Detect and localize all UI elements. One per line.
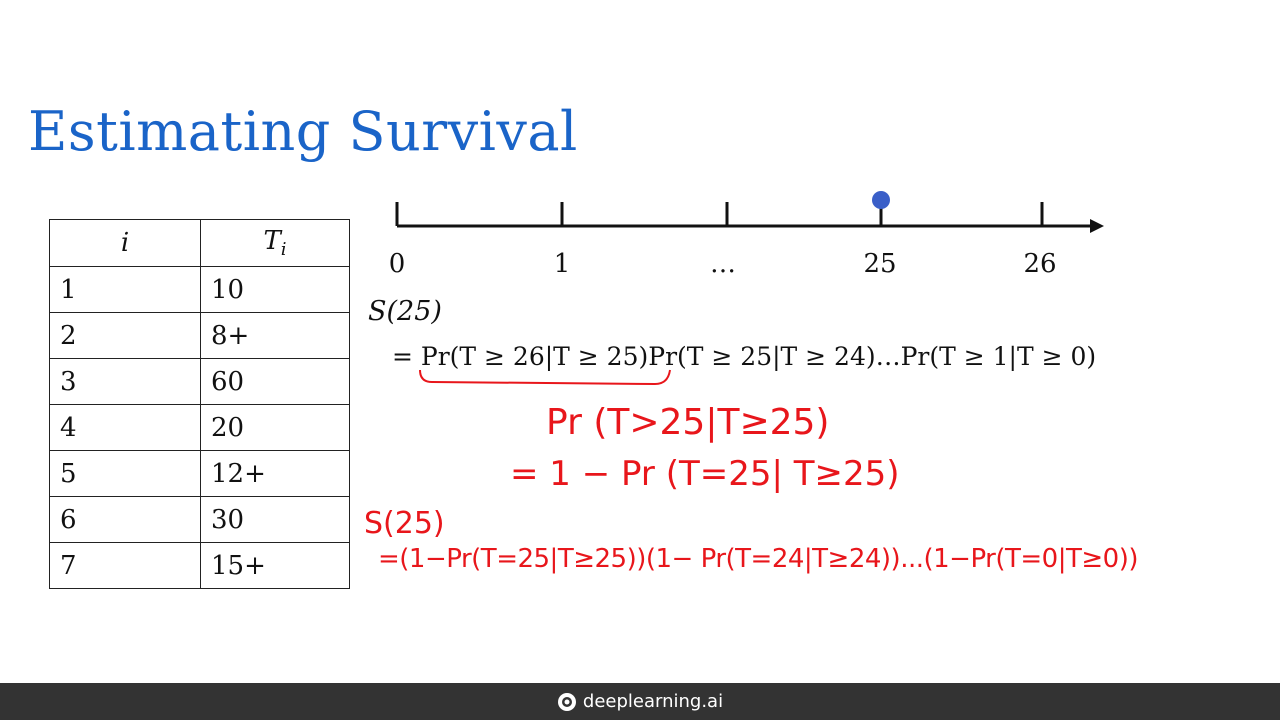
arrow-head-icon: [1090, 219, 1104, 233]
handwritten-note-1: Pr (T>25|T≥25): [546, 402, 830, 443]
cell-ti: 10: [200, 266, 350, 313]
handwritten-note-4: =(1−Pr(T=25|T≥25))(1− Pr(T=24|T≥24))...(…: [378, 544, 1138, 574]
table-row: 2 8+: [49, 312, 350, 359]
cell-i: 6: [49, 496, 201, 543]
cell-ti: 8+: [200, 312, 350, 359]
deeplearning-logo-icon: [557, 692, 576, 711]
tick-label: 26: [1023, 249, 1056, 279]
table-row: 4 20: [49, 404, 350, 451]
cell-ti: 20: [200, 404, 350, 451]
underline-brace: [419, 369, 671, 386]
cell-i: 5: [49, 450, 201, 497]
brace-path: [419, 369, 671, 386]
cell-ti: 12+: [200, 450, 350, 497]
product-limit-equation: = Pr(T ≥ 26|T ≥ 25)Pr(T ≥ 25|T ≥ 24)…Pr(…: [392, 342, 1097, 371]
survival-function-label: S(25): [368, 296, 442, 327]
handwritten-note-3: S(25): [364, 506, 445, 541]
table-row: 5 12+: [49, 450, 350, 497]
timeline: 0 1 … 25 26: [389, 191, 1104, 279]
tick-label: 25: [863, 249, 896, 279]
handwritten-note-2: = 1 − Pr (T=25| T≥25): [510, 454, 900, 494]
header-i: i: [49, 219, 201, 267]
time-marker-dot: [872, 191, 890, 209]
table-row: 7 15+: [49, 542, 350, 589]
cell-ti: 15+: [200, 542, 350, 589]
header-ti: Ti: [200, 219, 350, 267]
table-row: 3 60: [49, 358, 350, 405]
survival-data-table: i Ti 1 10 2 8+ 3 60 4 20 5 12+ 6 30 7 15+: [49, 219, 350, 589]
tick-label: 1: [554, 249, 571, 279]
cell-i: 2: [49, 312, 201, 359]
footer-brand: deeplearning.ai: [582, 691, 724, 712]
cell-ti: 30: [200, 496, 350, 543]
slide-title: Estimating Survival: [28, 100, 578, 163]
cell-i: 3: [49, 358, 201, 405]
cell-i: 7: [49, 542, 201, 589]
table-row: 1 10: [49, 266, 350, 313]
tick-label: …: [710, 249, 736, 279]
cell-i: 4: [49, 404, 201, 451]
table-header-row: i Ti: [49, 219, 350, 267]
footer-bar: deeplearning.ai: [0, 683, 1280, 720]
tick-label: 0: [389, 249, 406, 279]
table-row: 6 30: [49, 496, 350, 543]
